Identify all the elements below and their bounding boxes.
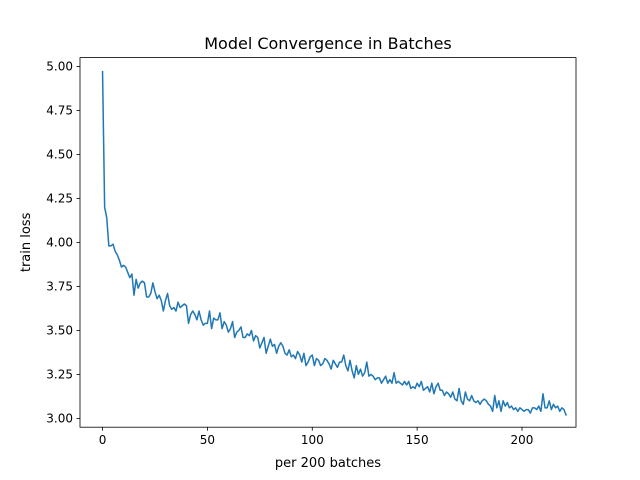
y-axis-label: train loss	[19, 212, 34, 272]
y-tick-label: 4.00	[46, 236, 73, 250]
y-tick-label: 3.00	[46, 412, 73, 426]
y-tick-label: 3.25	[46, 368, 73, 382]
x-axis: 0 50 100 150 200	[99, 427, 534, 447]
chart-title: Model Convergence in Batches	[204, 34, 452, 53]
y-tick-label: 4.25	[46, 192, 73, 206]
x-tick-label: 100	[301, 433, 324, 447]
plot-area	[101, 70, 568, 416]
x-tick-label: 50	[200, 433, 215, 447]
x-tick-label: 0	[99, 433, 107, 447]
x-axis-label: per 200 batches	[275, 456, 381, 471]
series-line	[101, 70, 568, 416]
y-axis: 3.00 3.25 3.50 3.75 4.00 4.25 4.50 4.75 5.00	[46, 60, 80, 426]
x-tick-label: 200	[511, 433, 534, 447]
x-tick-label: 150	[406, 433, 429, 447]
y-tick-label: 4.50	[46, 148, 73, 162]
y-tick-label: 3.50	[46, 324, 73, 338]
y-tick-label: 5.00	[46, 60, 73, 74]
y-tick-label: 3.75	[46, 280, 73, 294]
y-tick-label: 4.75	[46, 104, 73, 118]
